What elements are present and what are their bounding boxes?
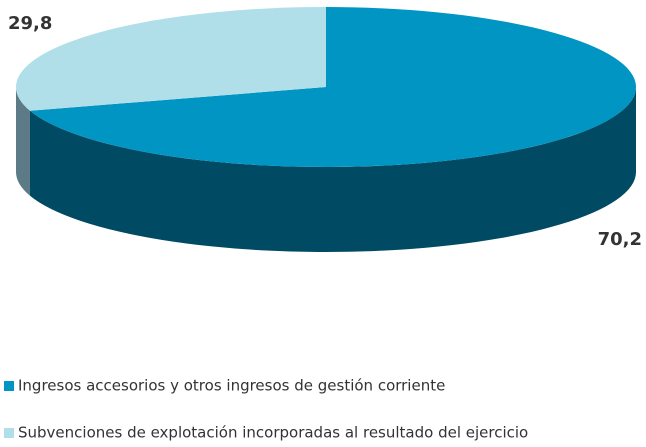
pie-side xyxy=(29,87,636,252)
legend-label: Subvenciones de explotación incorporadas… xyxy=(18,424,528,442)
pie-slice xyxy=(15,7,326,111)
pie-slice xyxy=(29,7,636,168)
legend-label: Ingresos accesorios y otros ingresos de … xyxy=(18,377,445,395)
data-label: 70,2 xyxy=(598,229,642,250)
legend-swatch xyxy=(4,428,14,438)
pie-side xyxy=(16,87,30,196)
data-label: 29,8 xyxy=(8,13,52,34)
legend-swatch xyxy=(4,381,14,391)
